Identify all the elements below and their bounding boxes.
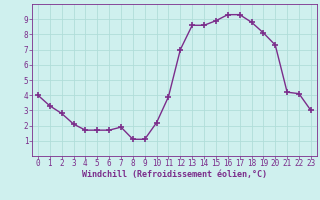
X-axis label: Windchill (Refroidissement éolien,°C): Windchill (Refroidissement éolien,°C) [82,170,267,179]
